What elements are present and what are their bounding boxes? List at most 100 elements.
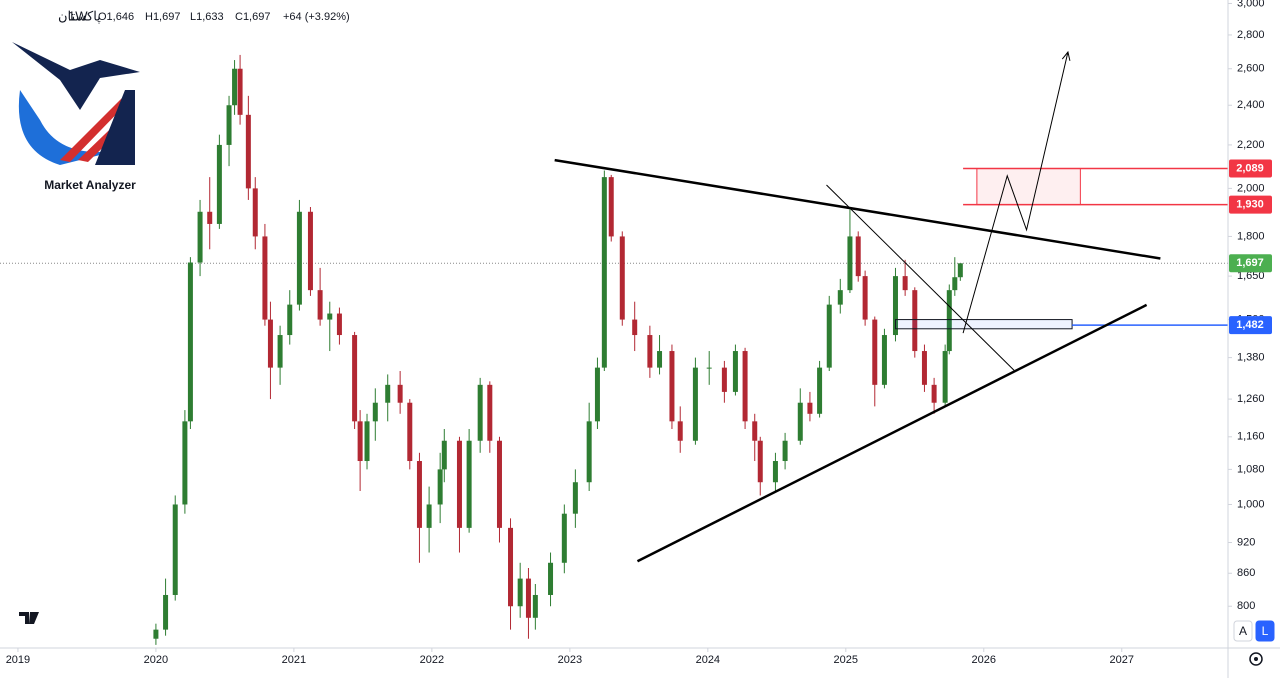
candle-body (487, 384, 493, 441)
candle-body (669, 351, 675, 422)
gear[interactable] (1249, 652, 1263, 666)
zone (894, 319, 1073, 330)
candle-body (862, 276, 868, 320)
candle-body (942, 351, 948, 403)
y-tick-label: 1,650 (1237, 270, 1265, 282)
brand: Market Analyzer (44, 178, 136, 192)
price-label: 1,930 (1236, 199, 1264, 211)
candle-body (226, 105, 232, 145)
y-tick-label: 1,260 (1237, 393, 1265, 405)
x-tick-label: 2021 (282, 654, 306, 666)
candle-body (437, 469, 443, 505)
candle-body (372, 402, 378, 422)
x-tick-label: 2020 (144, 654, 168, 666)
x-tick-label: 2025 (834, 654, 858, 666)
logo-wing (12, 42, 140, 110)
candle-body (892, 276, 898, 336)
x-tick-label: 2019 (6, 654, 30, 666)
candle-body (296, 211, 302, 305)
candle-body (252, 188, 258, 237)
x-tick-label: 2027 (1110, 654, 1134, 666)
tv-logo-mark (19, 612, 39, 624)
candle-body (262, 236, 268, 320)
y-tick-label: 860 (1237, 567, 1255, 579)
settings-icon[interactable] (1249, 652, 1263, 666)
candle-body (277, 335, 283, 368)
candle-body (237, 68, 243, 115)
y-tick-label: 2,000 (1237, 182, 1265, 194)
interval: 1W (68, 8, 88, 23)
tv-logo (16, 606, 44, 630)
candle-body (782, 440, 788, 462)
candle-body (608, 177, 614, 237)
candle-body (525, 578, 531, 618)
scale-button[interactable] (1255, 620, 1275, 642)
candle-body (364, 421, 370, 462)
candle-body (561, 513, 567, 563)
scale-button[interactable] (1233, 620, 1253, 642)
candle-body (902, 276, 908, 291)
candle-body (912, 290, 918, 352)
candle-body (153, 629, 159, 639)
candle-body (847, 236, 853, 291)
candle-body (496, 440, 502, 528)
candle-body (517, 578, 523, 607)
candle-body (317, 290, 323, 320)
candle-body (601, 177, 607, 368)
candle-body (632, 319, 638, 336)
candle-body (594, 367, 600, 422)
candle-body (797, 402, 803, 441)
candle-body (197, 211, 203, 263)
candle-body (357, 421, 363, 462)
price-label-bg (1229, 254, 1272, 273)
logo-stripes (60, 95, 133, 162)
scale-button-label[interactable]: L (1262, 624, 1269, 638)
x-tick-label: 2022 (420, 654, 444, 666)
candle-body (287, 304, 293, 336)
y-tick-label: 2,200 (1237, 139, 1265, 151)
candle-body (817, 367, 823, 414)
y-tick-label: 3,000 (1237, 0, 1265, 9)
high: H1,697 (145, 11, 180, 23)
candle-body (946, 290, 952, 352)
logo-swoosh (18, 90, 120, 165)
open: O1,646 (98, 11, 134, 23)
candle-body (416, 461, 422, 528)
candle-body (881, 335, 887, 385)
candle-body (385, 384, 391, 403)
candle-body (752, 421, 758, 441)
trend-line (636, 303, 1148, 563)
candle-body (182, 421, 188, 505)
trend-line (554, 158, 1161, 260)
candle-body (677, 421, 683, 441)
candle-body (706, 367, 712, 369)
y-tick-label: 1,000 (1237, 498, 1265, 510)
price-label: 2,089 (1236, 162, 1264, 174)
candle-body (957, 263, 963, 278)
x-tick-label: 2023 (558, 654, 582, 666)
candle-body (163, 594, 169, 630)
candle-body (619, 236, 625, 320)
candle-body (952, 277, 958, 291)
candle-body (407, 402, 413, 462)
candle-body (267, 319, 273, 368)
symbol: پاکستان (58, 8, 101, 24)
candle-body (572, 482, 578, 514)
candle-body (742, 351, 748, 422)
candle-body (172, 504, 178, 595)
candle-body (872, 319, 878, 385)
y-tick-label: 800 (1237, 600, 1255, 612)
scale-button-label[interactable]: A (1239, 624, 1247, 638)
y-tick-label: 1,380 (1237, 352, 1265, 364)
candle-body (921, 351, 927, 385)
candle-body (647, 335, 653, 368)
price-label: 1,482 (1236, 319, 1264, 331)
candle-body (855, 236, 861, 277)
candle-body (207, 211, 213, 224)
trend-line (826, 184, 1015, 371)
x-tick-label: 2024 (696, 654, 720, 666)
candle-body (657, 351, 663, 368)
candle-body (772, 461, 778, 483)
candle-body (426, 504, 432, 528)
